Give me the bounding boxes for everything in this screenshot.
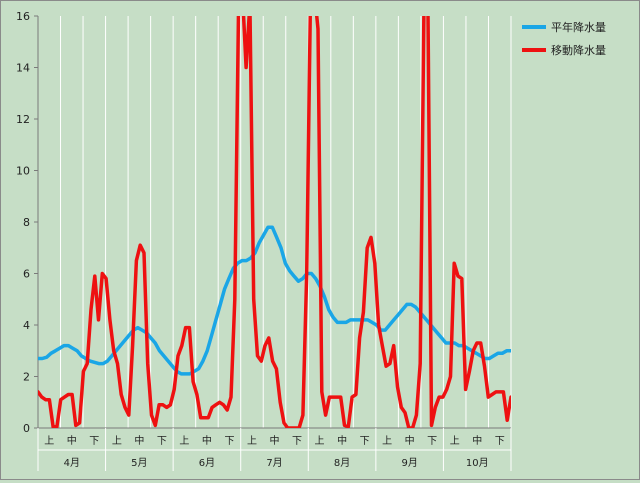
period-label: 上 [112, 435, 122, 447]
series-line [38, 16, 511, 428]
period-label: 下 [360, 436, 370, 447]
period-label: 上 [315, 435, 325, 447]
y-tick-label: 10 [16, 165, 30, 178]
period-label: 上 [179, 435, 189, 447]
legend-label: 移動降水量 [551, 43, 606, 57]
plot-area [38, 16, 511, 428]
period-label: 中 [270, 434, 280, 447]
y-tick-label: 6 [23, 268, 30, 281]
period-label: 中 [134, 434, 144, 447]
y-axis: 0 2 4 6 8 10 12 14 16 [16, 10, 39, 435]
period-label: 中 [337, 434, 347, 447]
period-label: 上 [247, 435, 257, 447]
period-label: 下 [427, 436, 437, 447]
period-label: 上 [382, 435, 392, 447]
month-label: 6月 [199, 457, 215, 469]
period-label: 下 [89, 436, 99, 447]
y-tick-label: 16 [16, 10, 30, 23]
period-label: 下 [224, 436, 234, 447]
period-label: 上 [450, 435, 460, 447]
month-label: 9月 [401, 457, 417, 469]
month-label: 10月 [466, 457, 489, 469]
month-label: 8月 [334, 457, 350, 469]
y-tick-label: 8 [23, 216, 30, 229]
period-label: 中 [202, 434, 212, 447]
y-tick-label: 14 [16, 62, 30, 75]
period-label: 下 [495, 436, 505, 447]
y-tick-label: 4 [23, 319, 30, 332]
period-label: 下 [157, 436, 167, 447]
y-tick-label: 12 [16, 113, 30, 126]
y-tick-label: 0 [23, 422, 30, 435]
month-label: 5月 [131, 457, 147, 469]
period-label: 中 [405, 434, 415, 447]
period-label: 中 [67, 434, 77, 447]
month-label: 4月 [64, 457, 80, 469]
legend-label: 平年降水量 [551, 20, 606, 34]
y-tick-label: 2 [23, 371, 30, 384]
month-label: 7月 [266, 457, 282, 469]
period-label: 上 [44, 435, 54, 447]
period-label: 中 [472, 434, 482, 447]
x-axis: 上中下4月上中下5月上中下6月上中下7月上中下8月上中下9月上中下10月 [37, 427, 512, 471]
period-label: 下 [292, 436, 302, 447]
